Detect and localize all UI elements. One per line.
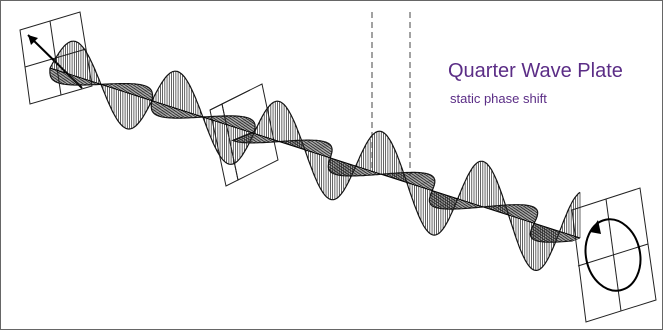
subtitle: static phase shift [450, 91, 547, 106]
title: Quarter Wave Plate [448, 60, 623, 82]
diagram: Quarter Wave Plate static phase shift [0, 0, 663, 330]
